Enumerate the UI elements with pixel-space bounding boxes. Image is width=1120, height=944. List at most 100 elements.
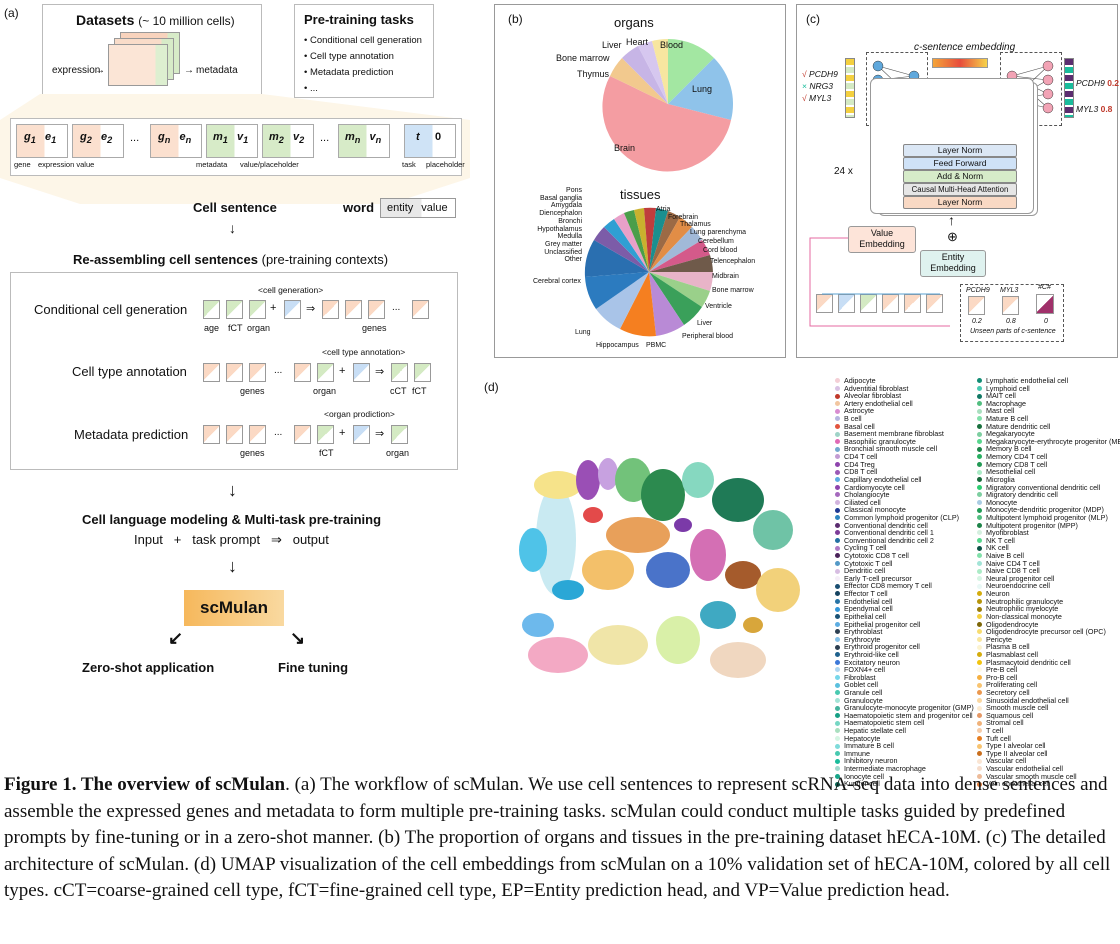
legend-swatch (835, 462, 840, 467)
mini-token (412, 300, 429, 319)
legend-item: Conventional dendritic cell (835, 520, 974, 530)
legend-item: Lymphatic endothelial cell (977, 377, 1120, 385)
pretraining-item: • Metadata prediction (304, 67, 394, 78)
task-name: Conditional cell generation (34, 302, 188, 317)
legend-item: Hepatic stellate cell (835, 727, 974, 735)
legend-item: Memory B cell (977, 445, 1120, 453)
legend-label: MAIT cell (986, 391, 1016, 401)
legend-label: Vascular smooth muscle cell (986, 771, 1077, 781)
datasets-title: Datasets (~ 10 million cells) (76, 12, 235, 28)
legend-item: Hepatocyte (835, 735, 974, 743)
legend-label: Basal cell (844, 421, 875, 431)
legend-item: Conventional dendritic cell 1 (835, 529, 974, 537)
legend-label: Erythroid-like cell (844, 649, 899, 659)
legend-label: Conventional dendritic cell (844, 520, 928, 530)
unseen-token-special (1036, 294, 1054, 314)
legend-label: Lymphatic endothelial cell (986, 376, 1069, 385)
legend-label: Basement membrane fibroblast (844, 429, 944, 439)
legend-swatch (977, 378, 982, 384)
legend-swatch (977, 530, 982, 536)
legend-swatch (977, 408, 982, 414)
legend-swatch (835, 652, 840, 658)
legend-swatch (977, 507, 982, 513)
legend-label: FOXN4+ cell (844, 665, 885, 675)
legend-item: Erythrocyte (835, 636, 974, 644)
legend-label: Neutrophilic granulocyte (986, 596, 1064, 606)
legend-swatch (835, 469, 840, 475)
legend-item: Effector CD8 memory T cell (835, 582, 974, 590)
legend-swatch (977, 735, 982, 741)
legend-swatch (835, 492, 840, 498)
pie-slice-lung (668, 58, 734, 120)
unseen-caption: Unseen parts of c-sentence (970, 328, 1056, 335)
entity-embedding-box: Entity Embedding (920, 250, 986, 277)
organ-label: Bone marrow (556, 53, 610, 63)
organ-label: Brain (614, 143, 636, 153)
legend-label: Inhibitory neuron (844, 756, 898, 766)
legend-col-1: Adipocyte Adventitial fibroblast Alveolar … (835, 377, 974, 788)
legend-item: Neutrophilic myelocyte (977, 605, 1120, 613)
task-label: cCT (390, 386, 407, 396)
legend-label: Vascular endothelial cell (986, 764, 1063, 774)
repeat-count: 24 x (834, 166, 853, 177)
legend-item: Plasma B cell (977, 643, 1120, 651)
legend-item: Granulocyte-monocyte progenitor (GMP) (835, 704, 974, 712)
legend-item: Macrophage (977, 400, 1120, 408)
legend-item: Inhibitory neuron (835, 757, 974, 765)
task-label: age (204, 323, 220, 333)
arrow-down-left-icon: ↙ (168, 628, 184, 648)
legend-item: Classical monocyte (835, 506, 974, 514)
ellipsis: ... (274, 365, 283, 376)
legend-label: Haematopoietic stem and progenitor cell (844, 710, 973, 720)
legend-label: Non-classical monocyte (986, 611, 1062, 621)
mini-token (414, 363, 431, 382)
legend-label: Memory CD8 T cell (986, 459, 1048, 469)
legend-swatch (977, 492, 982, 498)
legend-item: Bronchial smooth muscle cell (835, 445, 974, 453)
panel-d-label: (d) (484, 380, 499, 394)
caption-label: Figure 1. The overview of scMulan (4, 774, 286, 795)
tissue-label: Bone marrow (712, 287, 754, 294)
tissue-label: Hippocampus (596, 342, 639, 349)
legend-item: NK cell (977, 544, 1120, 552)
mini-token (249, 425, 266, 444)
legend-label: Erythrocyte (844, 634, 881, 644)
legend-label: Excitatory neuron (844, 657, 900, 667)
legend-swatch (977, 385, 982, 391)
unseen-gene: #C# (1038, 284, 1051, 291)
legend-item: T cell (977, 727, 1120, 735)
mini-token (249, 300, 266, 319)
legend-swatch (835, 614, 840, 620)
legend-swatch (977, 659, 982, 665)
legend-swatch (835, 675, 840, 681)
legend-swatch (835, 591, 840, 597)
legend-swatch (835, 378, 840, 384)
legend-label: Ciliated cell (844, 497, 881, 507)
legend-item: CD8 T cell (835, 468, 974, 476)
plus-sign: + (339, 365, 346, 377)
c-sentence-title: c-sentence embedding (914, 42, 1016, 53)
legend-item: CD4 Treg (835, 461, 974, 469)
legend-swatch (977, 705, 982, 711)
mini-token (353, 363, 370, 382)
oplus-icon: ⊕ (947, 229, 958, 244)
legend-label: Artery endothelial cell (844, 398, 913, 408)
legend-label: Pro-B cell (986, 672, 1018, 682)
legend-swatch (835, 560, 840, 566)
legend-swatch (977, 614, 982, 620)
legend-item: Goblet cell (835, 681, 974, 689)
tissue-label: Ventricle (705, 303, 732, 310)
legend-label: Squamous cell (986, 710, 1034, 720)
legend-label: Neuroendocrine cell (986, 581, 1050, 591)
metadata-sublabel: metadata (196, 160, 228, 169)
legend-label: Effector T cell (844, 589, 888, 599)
legend-item: Cholangiocyte (835, 491, 974, 499)
legend-label: Vascular cell (986, 756, 1027, 766)
legend-label: Proliferating cell (986, 680, 1038, 690)
attention: Causal Multi-Head Attention (903, 183, 1017, 196)
task-label: fCT (228, 323, 243, 333)
legend-swatch (977, 522, 982, 528)
legend-swatch (835, 659, 840, 665)
legend-swatch (977, 553, 982, 559)
legend-item: Adipocyte (835, 377, 974, 385)
